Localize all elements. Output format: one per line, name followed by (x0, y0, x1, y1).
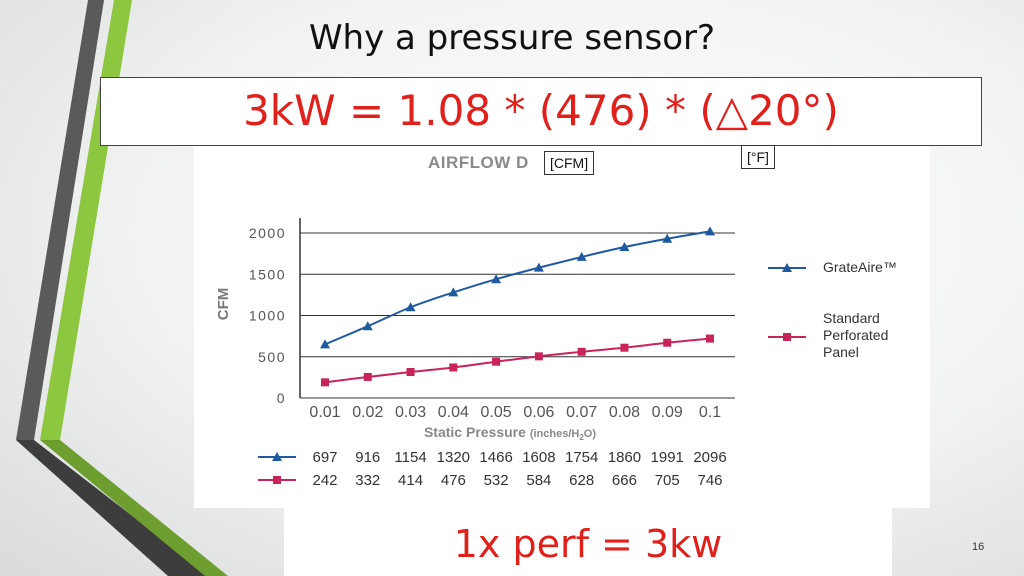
y-axis-label: CFM (215, 288, 232, 321)
table-value: 1991 (651, 449, 684, 466)
formula-box: 3kW = 1.08 * (476) * (△20°) (100, 77, 982, 146)
table-value: 532 (484, 472, 509, 489)
y-tick-label: 1500 (249, 266, 286, 282)
table-value: 414 (398, 472, 423, 489)
y-tick-label: 2000 (249, 225, 286, 241)
x-tick-label: 0.04 (438, 404, 469, 421)
table-value: 1860 (608, 449, 641, 466)
chart-panel (194, 146, 930, 508)
x-tick-label: 0.1 (699, 404, 721, 421)
table-value: 666 (612, 472, 637, 489)
legend-label-line: Standard (823, 310, 880, 326)
data-point (449, 363, 458, 372)
x-tick-label: 0.01 (309, 404, 340, 421)
x-tick-label: 0.06 (523, 404, 554, 421)
y-tick-label: 500 (258, 349, 286, 365)
x-tick-label: 0.07 (566, 404, 597, 421)
series-line-0 (324, 230, 711, 346)
legend-marker (783, 333, 791, 341)
legend-marker (782, 263, 792, 272)
table-value: 242 (312, 472, 337, 489)
data-point (534, 352, 543, 361)
data-point (320, 339, 330, 349)
data-point (406, 368, 415, 377)
decorative-stripes (16, 0, 228, 576)
table-value: 584 (526, 472, 551, 489)
table-value: 705 (655, 472, 680, 489)
bottom-panel (284, 508, 892, 576)
data-point (492, 357, 501, 366)
y-tick-label: 0 (277, 390, 286, 406)
legend-label: GrateAire™ (823, 259, 897, 275)
y-tick-label: 1000 (249, 308, 286, 324)
table-value: 916 (355, 449, 380, 466)
table-value: 628 (569, 472, 594, 489)
table-value: 332 (355, 472, 380, 489)
table-value: 746 (697, 472, 722, 489)
fahrenheit-unit-tag: [°F] (741, 145, 775, 169)
x-tick-label: 0.02 (352, 404, 383, 421)
table-value: 1608 (522, 449, 555, 466)
data-point (448, 287, 459, 297)
table-value: 476 (441, 472, 466, 489)
data-point (363, 372, 372, 381)
table-value: 1754 (565, 449, 598, 466)
page-number: 16 (972, 541, 985, 553)
data-point (362, 321, 373, 331)
data-point (405, 302, 416, 312)
legend-label-line: Perforated (823, 327, 888, 343)
series-line-1 (324, 337, 711, 384)
table-value: 2096 (693, 449, 726, 466)
slide-title: Why a pressure sensor? (308, 18, 716, 58)
x-axis-label: Static Pressure (inches/H2O) (424, 424, 596, 442)
data-point (662, 233, 673, 243)
table-value: 1466 (479, 449, 512, 466)
table-legend-marker (273, 476, 281, 484)
data-point (619, 242, 630, 252)
data-point (321, 378, 329, 387)
legend-label-line: Panel (823, 344, 859, 360)
summary-text: 1x perf = 3kw (453, 522, 723, 566)
data-point (576, 251, 587, 261)
x-tick-label: 0.09 (652, 404, 683, 421)
table-value: 697 (312, 449, 337, 466)
table-value: 1154 (394, 449, 426, 466)
data-point (706, 334, 714, 343)
x-tick-label: 0.05 (481, 404, 512, 421)
data-point (533, 262, 544, 272)
data-point (577, 347, 586, 356)
chart-title: AIRFLOW D (428, 153, 529, 172)
cfm-unit-tag: [CFM] (544, 151, 595, 175)
formula-text: 3kW = 1.08 * (476) * (△20°) (243, 86, 839, 135)
data-point (491, 274, 502, 284)
data-point (620, 343, 629, 352)
table-legend-marker (272, 452, 282, 461)
x-tick-label: 0.08 (609, 404, 640, 421)
x-tick-label: 0.03 (395, 404, 426, 421)
data-point (663, 338, 672, 347)
table-value: 1320 (437, 449, 470, 466)
data-point (705, 226, 715, 236)
